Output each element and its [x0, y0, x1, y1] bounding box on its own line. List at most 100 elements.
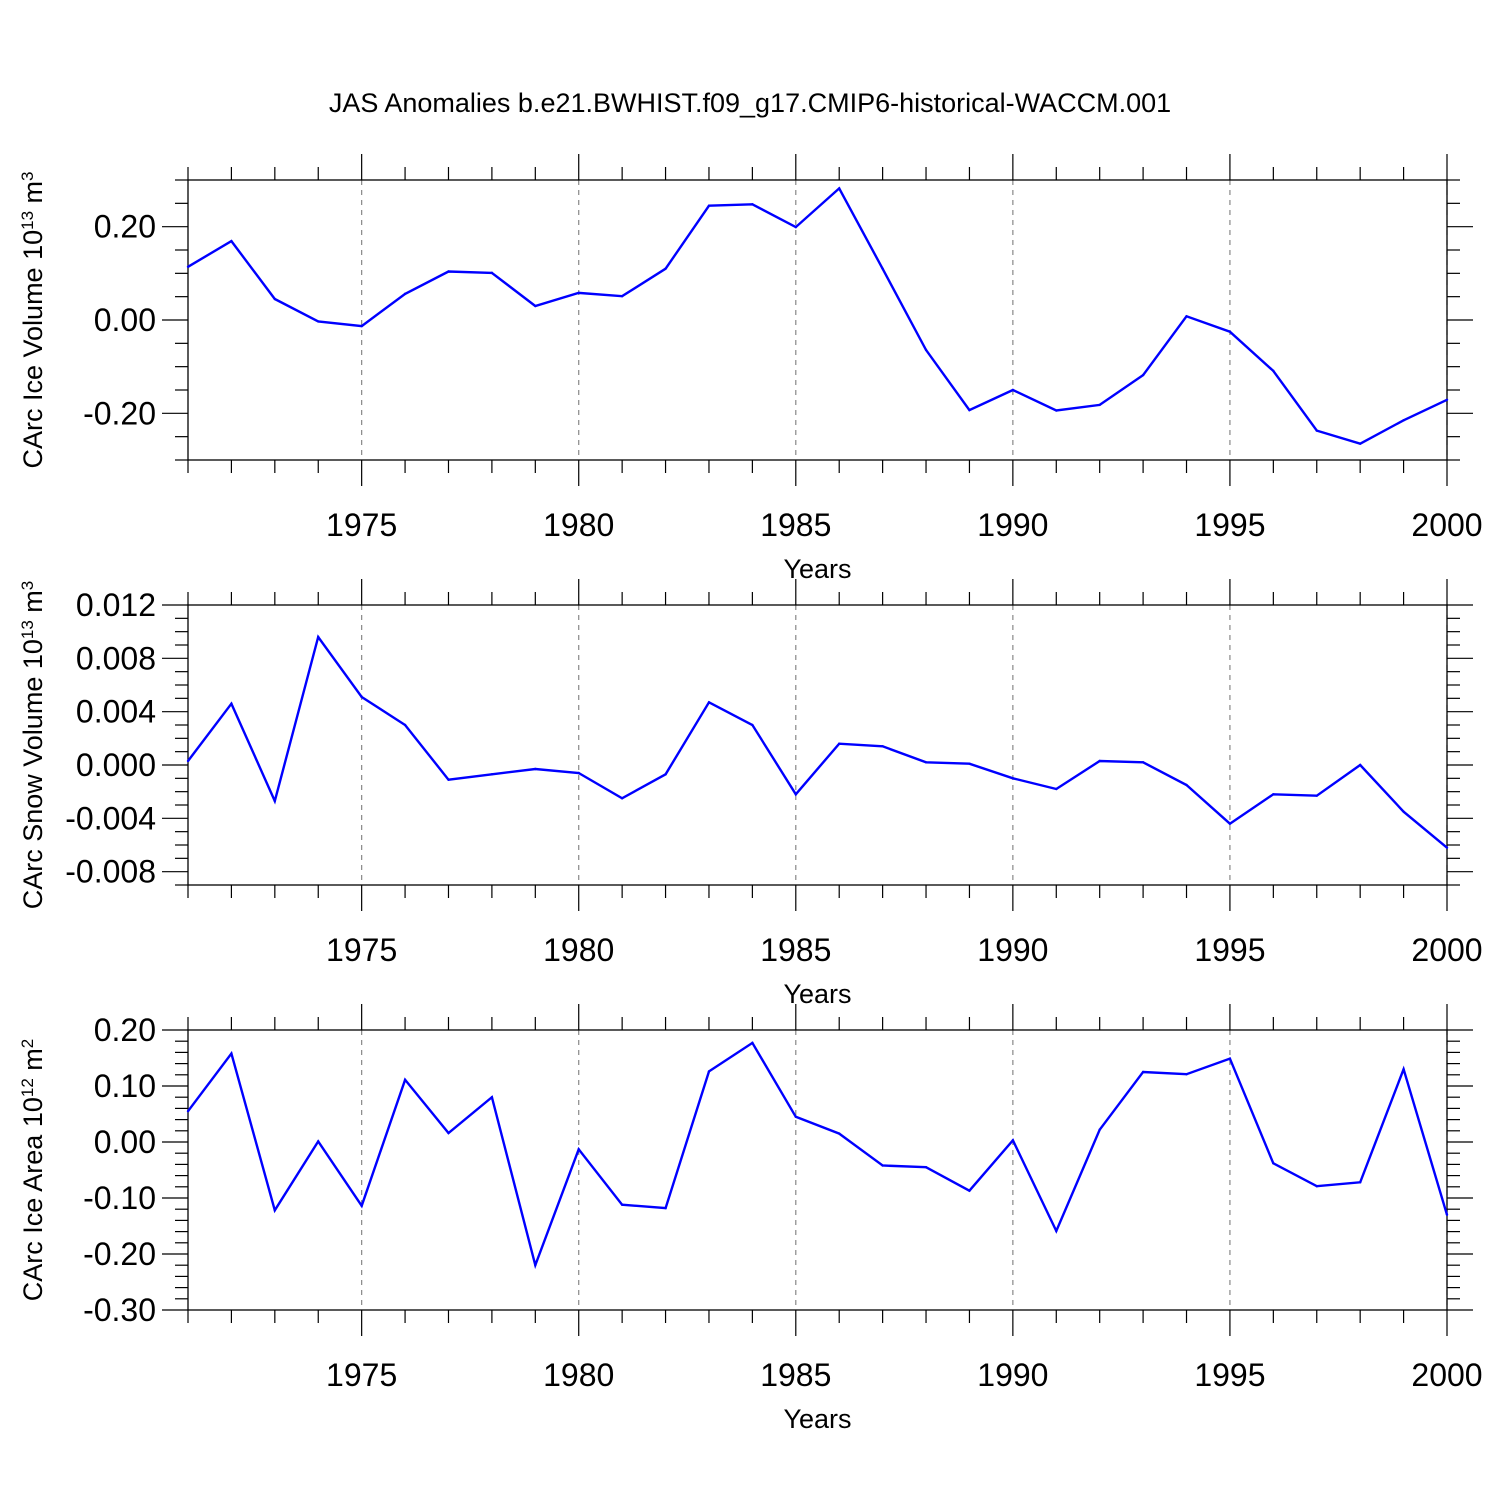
- x-tick-label: 1975: [326, 1357, 397, 1393]
- figure-title: JAS Anomalies b.e21.BWHIST.f09_g17.CMIP6…: [328, 88, 1172, 118]
- y-tick-label: 0.012: [76, 587, 156, 623]
- series-line: [187, 186, 1448, 445]
- data-point: [360, 324, 363, 328]
- x-tick-label: 2000: [1411, 507, 1482, 543]
- y-tick-label: 0.20: [94, 209, 156, 245]
- x-tick-label: 1985: [760, 1357, 831, 1393]
- data-point: [1402, 1068, 1405, 1071]
- x-tick-label: 2000: [1411, 1357, 1482, 1393]
- data-point: [924, 348, 928, 352]
- data-point: [664, 773, 667, 776]
- data-point: [1272, 369, 1275, 373]
- series-line: [187, 634, 1448, 849]
- data-point: [534, 304, 537, 308]
- data-point: [1315, 794, 1318, 797]
- data-point: [924, 761, 928, 764]
- y-tick-label: -0.008: [65, 854, 156, 890]
- data-point: [707, 1070, 711, 1073]
- data-point: [664, 1206, 667, 1210]
- data-point: [1402, 810, 1405, 813]
- y-tick-label: 0.008: [76, 640, 156, 676]
- data-point: [751, 723, 754, 727]
- data-point: [1011, 388, 1015, 392]
- data-point: [1358, 442, 1362, 445]
- y-tick-label: -0.10: [83, 1180, 156, 1216]
- y-tick-label: 0.10: [94, 1068, 156, 1104]
- data-point: [924, 1166, 928, 1169]
- x-tick-label: 1985: [760, 932, 831, 968]
- data-point: [403, 1078, 407, 1082]
- data-point: [838, 187, 841, 190]
- data-point: [186, 1110, 190, 1113]
- data-point: [230, 1052, 233, 1055]
- data-point: [317, 320, 320, 323]
- y-tick-label: 0.000: [76, 747, 156, 783]
- data-point: [794, 225, 797, 229]
- data-point: [1011, 1139, 1015, 1142]
- data-point: [447, 270, 450, 273]
- x-tick-label: 1980: [543, 1357, 614, 1393]
- data-point: [360, 695, 363, 699]
- data-point: [1055, 409, 1058, 412]
- data-point: [707, 701, 711, 704]
- data-point: [664, 267, 667, 270]
- data-point: [794, 793, 797, 796]
- x-tick-label: 1985: [760, 507, 831, 543]
- data-point: [620, 1203, 624, 1206]
- x-axis-label: Years: [783, 1404, 851, 1434]
- x-tick-label: 1990: [977, 932, 1048, 968]
- data-point: [317, 1140, 320, 1143]
- data-point: [838, 742, 841, 745]
- x-axis-label: Years: [783, 554, 851, 584]
- panel-1: -0.20 0.00 0.20 1975 1980 1985 1990 1995 2000 Yea…: [18, 154, 1483, 584]
- data-point: [881, 745, 884, 748]
- x-tick-label: 1975: [326, 507, 397, 543]
- data-point: [794, 1115, 797, 1119]
- data-point: [186, 265, 190, 268]
- data-point: [577, 771, 580, 775]
- data-point: [1272, 1162, 1275, 1165]
- x-tick-label: 1980: [543, 932, 614, 968]
- data-point: [1141, 1070, 1145, 1074]
- y-tick-label: 0.00: [94, 1124, 156, 1160]
- data-point: [1185, 783, 1188, 787]
- y-tick-label: -0.004: [65, 800, 156, 836]
- data-point: [577, 291, 580, 295]
- panel-2: -0.008 -0.004 0.000 0.004 0.008 0.012 1975 1980…: [18, 579, 1483, 1009]
- y-tick-label: -0.20: [83, 395, 156, 431]
- data-point: [751, 1041, 754, 1045]
- data-point: [620, 295, 624, 298]
- data-point: [490, 773, 494, 776]
- data-point: [751, 203, 754, 206]
- x-tick-label: 1990: [977, 507, 1048, 543]
- data-point: [490, 1096, 494, 1099]
- data-point: [1228, 1057, 1232, 1060]
- data-point: [1228, 330, 1232, 333]
- data-point: [1098, 759, 1101, 763]
- data-point: [968, 1189, 971, 1192]
- data-point: [273, 1209, 277, 1212]
- y-tick-label: -0.30: [83, 1292, 156, 1328]
- data-point: [1445, 846, 1449, 849]
- data-point: [1141, 373, 1145, 377]
- data-point: [968, 762, 971, 765]
- plot-frame: [187, 604, 1448, 886]
- y-axis-label: CArc Ice Area 1012 m2: [18, 1039, 49, 1302]
- data-point: [1358, 763, 1362, 767]
- x-tick-label: 1995: [1194, 932, 1265, 968]
- data-point: [230, 702, 233, 705]
- data-point: [577, 1148, 580, 1151]
- data-point: [534, 767, 537, 771]
- data-point: [1402, 419, 1405, 422]
- data-point: [1185, 1073, 1188, 1076]
- data-point: [1141, 761, 1145, 764]
- data-point: [1445, 1213, 1449, 1217]
- data-point: [1185, 315, 1188, 318]
- plot-frame: [187, 1029, 1448, 1311]
- data-point: [838, 1132, 841, 1135]
- data-point: [403, 723, 407, 727]
- data-point: [1272, 793, 1275, 796]
- data-point: [534, 1264, 537, 1267]
- x-tick-label: 1995: [1194, 1357, 1265, 1393]
- y-axis-label: CArc Ice Volume 1013 m3: [18, 171, 49, 468]
